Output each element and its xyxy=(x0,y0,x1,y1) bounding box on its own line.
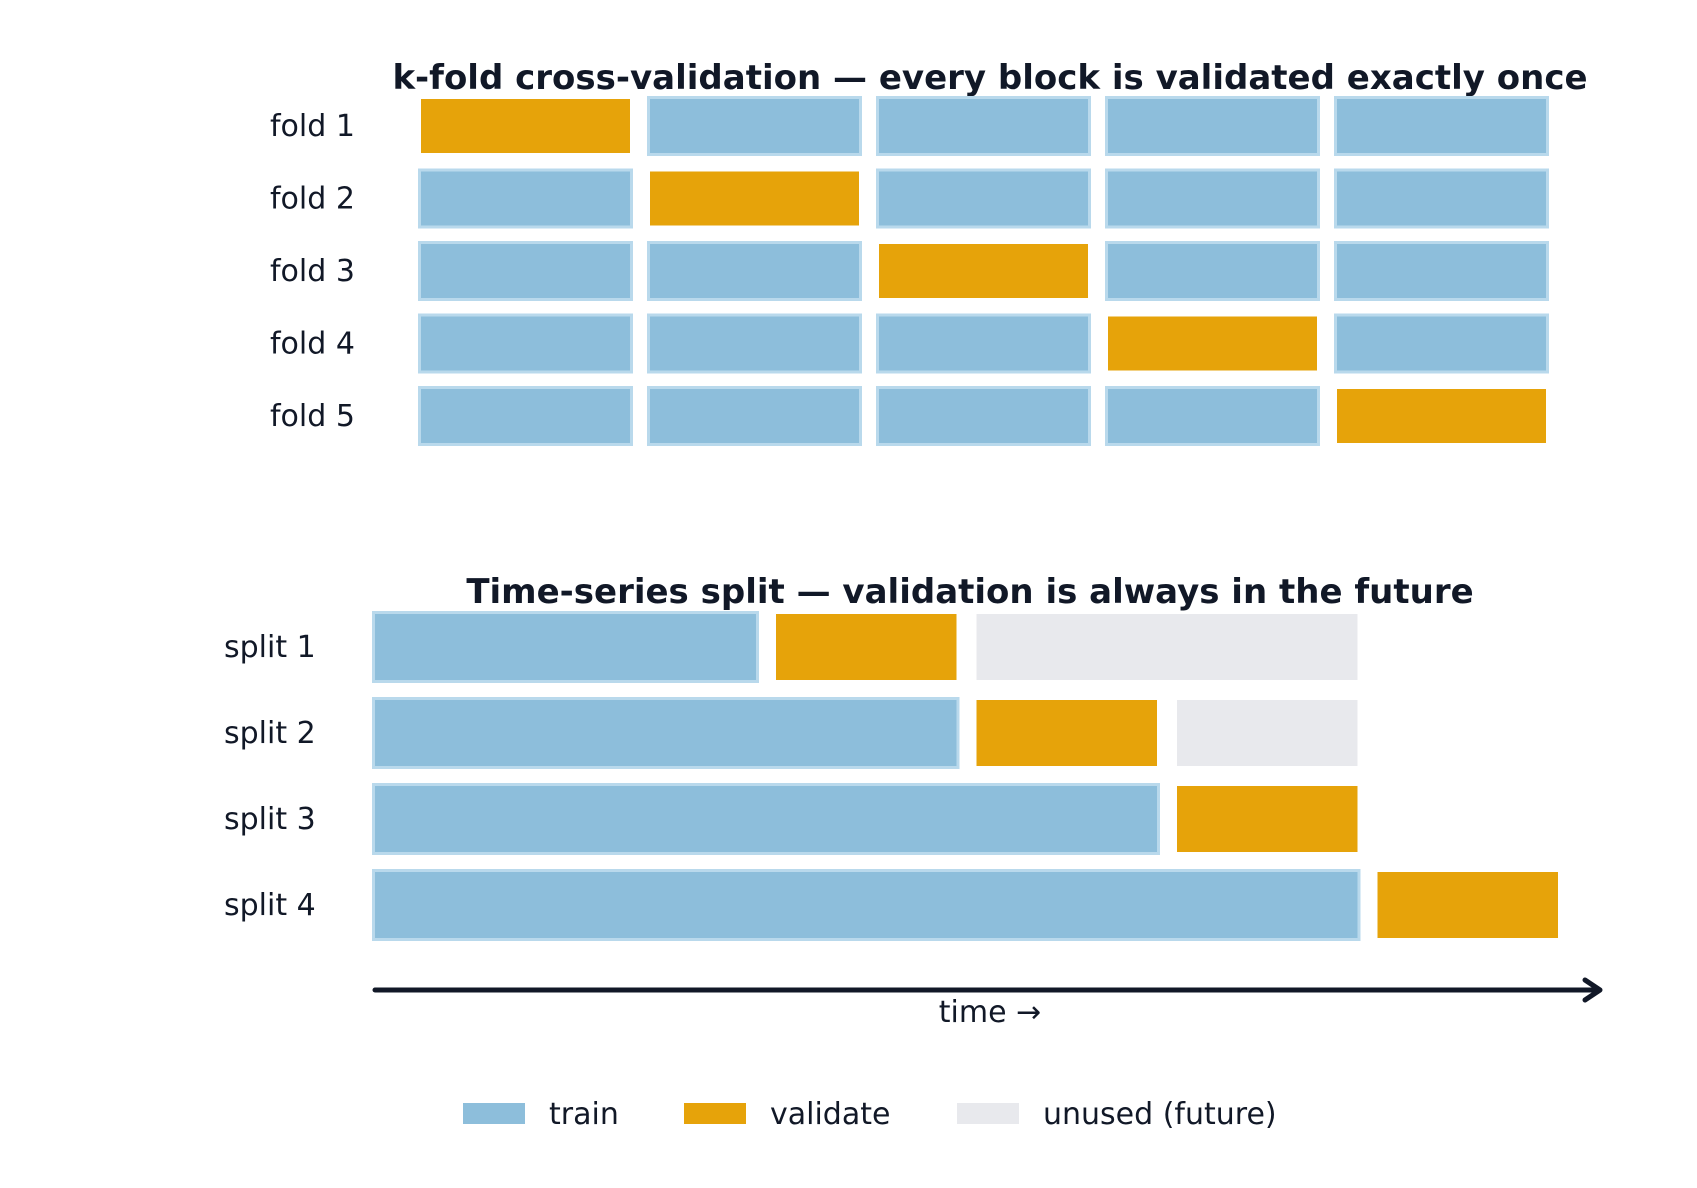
time-axis: time → xyxy=(372,977,1603,1030)
legend-label: train xyxy=(549,1097,619,1132)
timeseries-segment-train xyxy=(372,783,1160,855)
kfold-row: fold 3 xyxy=(270,241,1549,301)
legend-item-train: train xyxy=(463,1097,619,1132)
kfold-block-train xyxy=(418,241,633,301)
kfold-block-train xyxy=(1105,96,1320,156)
kfold-block-train xyxy=(876,168,1091,229)
kfold-block-train xyxy=(647,313,862,374)
kfold-row: fold 2 xyxy=(270,168,1549,229)
timeseries-row: split 1 xyxy=(224,611,1361,683)
kfold-row: fold 1 xyxy=(270,96,1549,156)
kfold-block-train xyxy=(1105,241,1320,301)
kfold-block-validate xyxy=(876,241,1091,301)
timeseries-segment-unused xyxy=(973,611,1361,683)
legend-label: unused (future) xyxy=(1043,1097,1277,1132)
kfold-block-train xyxy=(876,96,1091,156)
kfold-row-label: fold 2 xyxy=(270,182,355,217)
legend-item-validate: validate xyxy=(684,1097,890,1132)
timeseries-segment-validate xyxy=(1174,783,1361,855)
kfold-block-train xyxy=(647,241,862,301)
kfold-block-train xyxy=(876,313,1091,374)
kfold-row: fold 4 xyxy=(270,313,1549,374)
kfold-block-train xyxy=(1105,168,1320,229)
timeseries-row-label: split 3 xyxy=(224,802,316,837)
timeseries-row: split 2 xyxy=(224,697,1361,769)
kfold-block-train xyxy=(418,313,633,374)
time-axis-label: time → xyxy=(939,995,1041,1030)
timeseries-row-label: split 1 xyxy=(224,630,316,665)
kfold-grid: fold 1 fold 2 fold 3 fold 4 fold 5 xyxy=(270,96,1549,446)
legend-label: validate xyxy=(770,1097,890,1132)
timeseries-segment-train xyxy=(372,697,960,769)
legend: train validate unused (future) xyxy=(463,1097,1277,1132)
kfold-row-label: fold 1 xyxy=(270,109,355,144)
timeseries-segment-unused xyxy=(1174,697,1361,769)
timeseries-segment-validate xyxy=(1374,869,1561,941)
kfold-block-validate xyxy=(1105,313,1320,374)
timeseries-row-label: split 4 xyxy=(224,888,316,923)
timeseries-segment-validate xyxy=(773,611,960,683)
kfold-block-validate xyxy=(418,96,633,156)
kfold-block-validate xyxy=(647,168,862,229)
legend-swatch-validate xyxy=(684,1103,746,1124)
kfold-row-label: fold 5 xyxy=(270,399,355,434)
timeseries-segment-train xyxy=(372,869,1361,941)
kfold-block-train xyxy=(647,386,862,446)
timeseries-segment-validate xyxy=(973,697,1160,769)
legend-swatch-train xyxy=(463,1103,525,1124)
kfold-block-train xyxy=(1105,386,1320,446)
kfold-block-train xyxy=(1334,313,1549,374)
time-arrow-head xyxy=(1582,977,1603,1003)
kfold-row-label: fold 3 xyxy=(270,254,355,289)
kfold-block-train xyxy=(1334,96,1549,156)
kfold-title: k-fold cross-validation — every block is… xyxy=(392,58,1587,98)
kfold-block-train xyxy=(418,168,633,229)
legend-swatch-unused xyxy=(957,1103,1019,1124)
kfold-block-train xyxy=(418,386,633,446)
timeseries-row: split 3 xyxy=(224,783,1361,855)
timeseries-title: Time-series split — validation is always… xyxy=(466,572,1473,612)
timeseries-row-label: split 2 xyxy=(224,716,316,751)
kfold-block-train xyxy=(647,96,862,156)
timeseries-segment-train xyxy=(372,611,759,683)
timeseries-row: split 4 xyxy=(224,869,1561,941)
kfold-block-train xyxy=(1334,241,1549,301)
legend-item-unused: unused (future) xyxy=(957,1097,1277,1132)
kfold-block-train xyxy=(1334,168,1549,229)
kfold-row-label: fold 4 xyxy=(270,327,355,362)
timeseries-grid: split 1 split 2 split 3 split 4 xyxy=(224,611,1561,941)
kfold-row: fold 5 xyxy=(270,386,1549,446)
kfold-block-validate xyxy=(1334,386,1549,446)
kfold-block-train xyxy=(876,386,1091,446)
